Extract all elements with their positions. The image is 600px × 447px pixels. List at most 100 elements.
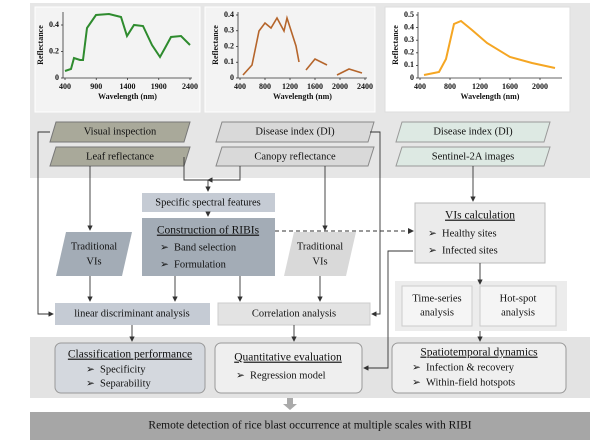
bullet: ➢ xyxy=(236,370,245,381)
source-box xyxy=(395,146,551,167)
node-item: Infected sites xyxy=(442,245,498,256)
node-label: Specific spectral features xyxy=(155,197,261,208)
source-box xyxy=(215,146,375,167)
node-box xyxy=(414,202,546,264)
source-label: Sentinel-2A images xyxy=(432,151,515,162)
y-tick-label: 0.3 xyxy=(404,35,414,44)
connector xyxy=(207,166,241,183)
result-box xyxy=(214,342,363,394)
node-box xyxy=(56,232,132,276)
connector xyxy=(370,131,381,317)
result-title: Quantitative evaluation xyxy=(234,352,342,364)
conclusion-box xyxy=(30,412,590,440)
x-tick-label: 400 xyxy=(59,82,71,91)
y-tick-label: 0.5 xyxy=(404,10,414,19)
panel xyxy=(204,6,376,113)
node-box xyxy=(479,285,557,327)
source-label: Disease index (DI) xyxy=(255,126,335,137)
node-item: Band selection xyxy=(174,242,237,253)
x-tick-label: 1600 xyxy=(307,82,323,91)
y-tick-label: 0.4 xyxy=(49,20,59,29)
node-box xyxy=(401,285,473,327)
bullet: ➢ xyxy=(412,362,421,373)
node-label: Traditional xyxy=(297,241,343,252)
y-axis-label: Reflectance xyxy=(391,25,400,65)
y-tick-label: 0.2 xyxy=(404,48,414,57)
node-item: Formulation xyxy=(174,259,227,270)
node-title: VIs calculation xyxy=(445,210,515,222)
node-box xyxy=(142,218,275,276)
result-box xyxy=(54,342,206,394)
y-tick-label: 0.4 xyxy=(404,22,414,31)
y-axis-label: Reflectance xyxy=(211,25,220,65)
node-box xyxy=(142,193,275,212)
node-label: Correlation analysis xyxy=(252,308,336,319)
panel xyxy=(384,6,571,113)
y-tick-label: 0.2 xyxy=(224,41,234,50)
conclusion: Remote detection of rice blast occurrenc… xyxy=(148,420,471,432)
y-tick-label: 0 xyxy=(55,73,59,82)
y-tick-label: 0 xyxy=(410,73,414,82)
bullet: ➢ xyxy=(86,378,95,389)
y-tick-label: 0 xyxy=(230,73,234,82)
result-box xyxy=(391,342,567,394)
node-label: Traditional xyxy=(71,241,117,252)
bullet: ➢ xyxy=(160,259,169,270)
node-title: Construction of RIBIs xyxy=(157,225,260,237)
node-label: VIs xyxy=(86,256,101,267)
node-label: Time-series xyxy=(412,293,461,304)
y-tick-label: 0.2 xyxy=(49,46,59,55)
x-tick-label: 800 xyxy=(259,82,271,91)
bullet: ➢ xyxy=(428,228,437,239)
source-label: Visual inspection xyxy=(84,126,157,137)
result-title: Spatiotemporal dynamics xyxy=(420,347,538,359)
x-tick-label: 1400 xyxy=(120,82,136,91)
result-item: Separability xyxy=(100,378,151,389)
connector xyxy=(37,131,54,317)
x-tick-label: 2400 xyxy=(357,82,373,91)
x-axis-label: Wavelength (nm) xyxy=(461,92,520,101)
source-label: Leaf reflectance xyxy=(86,151,154,162)
result-item: Within-field hotspots xyxy=(426,377,515,388)
bullet: ➢ xyxy=(160,242,169,253)
node-label: analysis xyxy=(501,307,535,318)
down-arrow xyxy=(283,398,297,410)
x-tick-label: 1200 xyxy=(472,82,488,91)
y-tick-label: 0.1 xyxy=(404,60,414,69)
result-item: Specificity xyxy=(100,364,146,375)
node-item: Healthy sites xyxy=(442,228,497,239)
x-axis-label: Wavelength (nm) xyxy=(98,92,157,101)
y-axis-label: Reflectance xyxy=(36,25,45,65)
x-tick-label: 2000 xyxy=(332,82,348,91)
connector xyxy=(363,250,413,371)
spectrum-curve xyxy=(64,12,191,72)
result-item: Infection & recovery xyxy=(426,362,515,373)
node-label: linear discriminant analysis xyxy=(74,308,189,319)
x-tick-label: 900 xyxy=(90,82,102,91)
y-tick-label: 0.1 xyxy=(224,57,234,66)
spectrum-curve xyxy=(423,19,556,76)
node-label: analysis xyxy=(420,307,454,318)
bullet: ➢ xyxy=(428,245,437,256)
node-box xyxy=(55,303,210,325)
x-axis-label: Wavelength (nm) xyxy=(273,92,332,101)
result-item: Regression model xyxy=(250,370,326,381)
bullet: ➢ xyxy=(412,377,421,388)
source-label: Disease index (DI) xyxy=(433,126,513,137)
source-box xyxy=(215,121,375,143)
spectrum-curve xyxy=(242,14,300,76)
x-tick-label: 1900 xyxy=(151,82,167,91)
x-tick-label: 1600 xyxy=(502,82,518,91)
source-box xyxy=(49,121,191,143)
x-tick-label: 2400 xyxy=(182,82,198,91)
source-label: Canopy reflectance xyxy=(254,151,336,162)
y-tick-label: 0.4 xyxy=(224,10,234,19)
spectrum-curve xyxy=(305,57,328,71)
node-label: Hot-spot xyxy=(500,293,537,304)
spectrum-curve xyxy=(336,68,363,76)
x-tick-label: 2000 xyxy=(532,82,548,91)
x-tick-label: 400 xyxy=(414,82,426,91)
bullet: ➢ xyxy=(86,364,95,375)
connector xyxy=(183,157,211,192)
